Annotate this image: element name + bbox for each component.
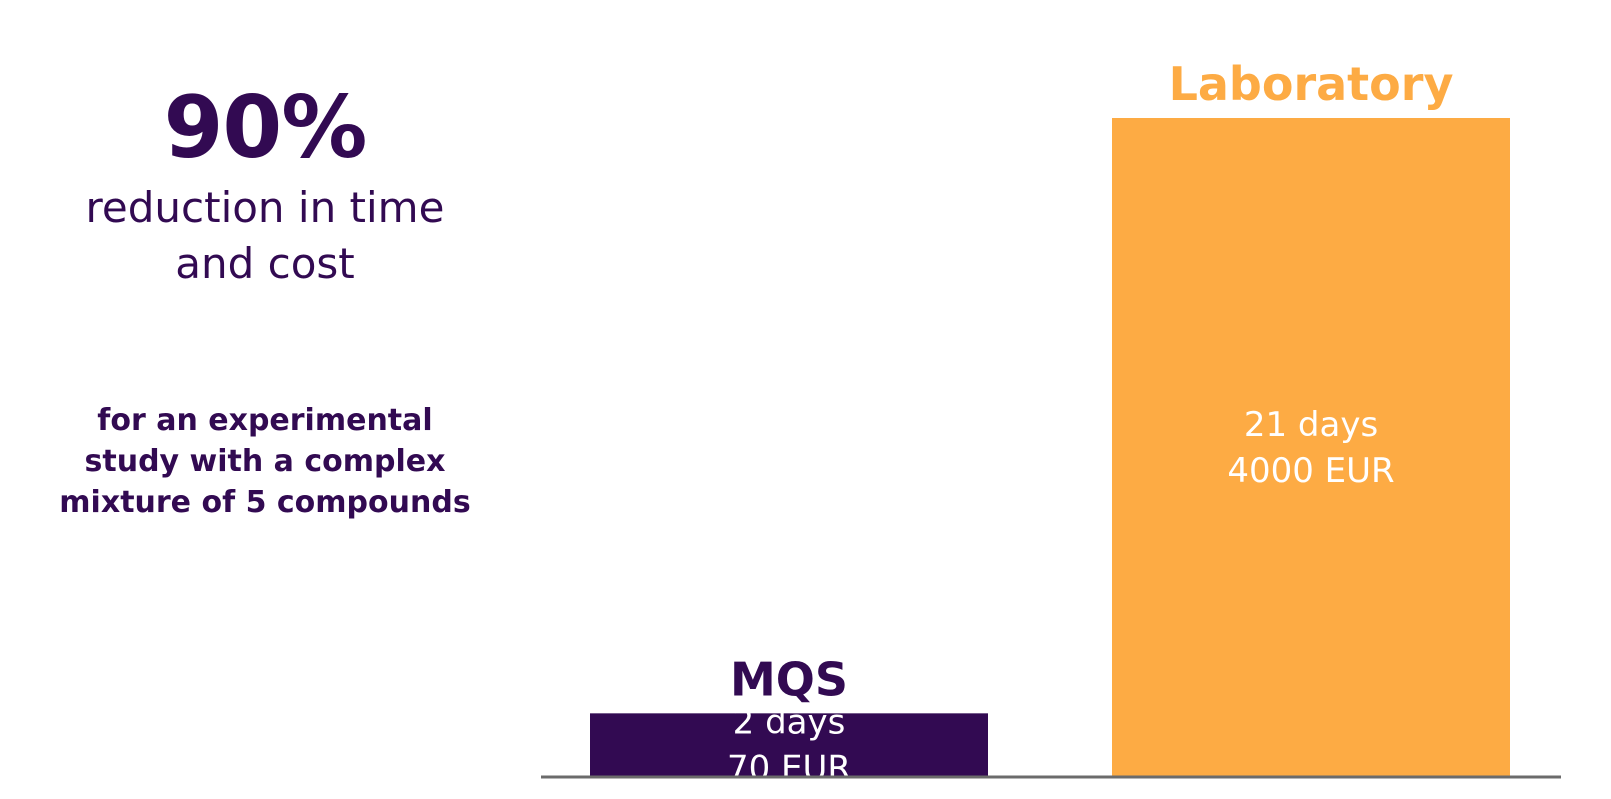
study-note-line-1: for an experimental	[97, 403, 433, 438]
reduction-description-line-1: reduction in time	[85, 183, 445, 232]
data-label-mqs-time: 2 days	[733, 703, 846, 743]
data-label-laboratory-time: 21 days	[1244, 405, 1378, 445]
study-note-line-2: study with a complex	[84, 444, 446, 479]
bar-mqs	[590, 713, 988, 776]
reduction-description-line-2: and cost	[175, 239, 355, 288]
category-label-mqs: MQS	[730, 652, 848, 706]
data-label-mqs-cost: 70 EUR	[727, 749, 851, 789]
category-label-laboratory: Laboratory	[1169, 57, 1454, 111]
reduction-percentage: 90%	[163, 78, 368, 178]
study-note-line-3: mixture of 5 compounds	[59, 485, 471, 520]
study-note: for an experimental study with a complex…	[20, 400, 510, 523]
bar-laboratory	[1112, 118, 1510, 776]
data-label-laboratory-cost: 4000 EUR	[1227, 451, 1394, 491]
reduction-description: reduction in time and cost	[20, 180, 510, 292]
